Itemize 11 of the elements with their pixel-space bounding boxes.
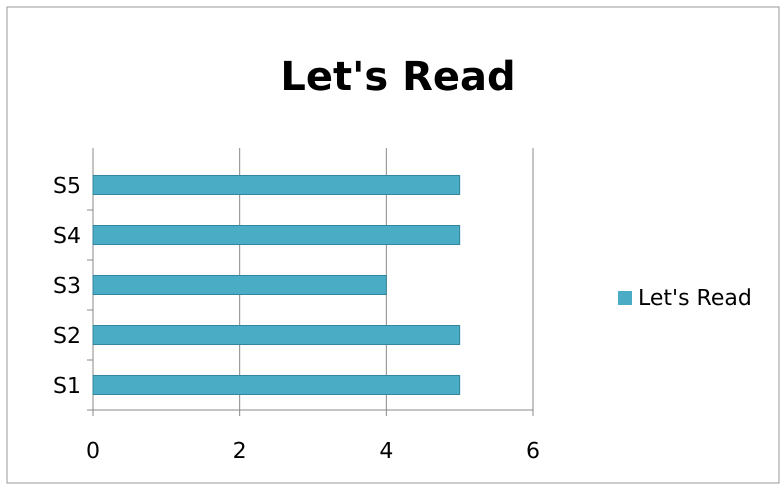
- y-tick-label: S2: [53, 324, 81, 349]
- x-tick-label: 4: [379, 439, 394, 464]
- x-tick-label: 2: [232, 439, 247, 464]
- y-tick-label: S1: [53, 374, 81, 399]
- y-tick-label: S4: [53, 224, 81, 249]
- chart-title: Let's Read: [280, 54, 516, 100]
- x-tick-label: 6: [526, 439, 540, 464]
- y-tick-label: S3: [53, 274, 81, 299]
- x-tick-label: 0: [86, 439, 100, 464]
- y-tick-label: S5: [53, 174, 81, 199]
- legend-label: Let's Read: [638, 286, 752, 311]
